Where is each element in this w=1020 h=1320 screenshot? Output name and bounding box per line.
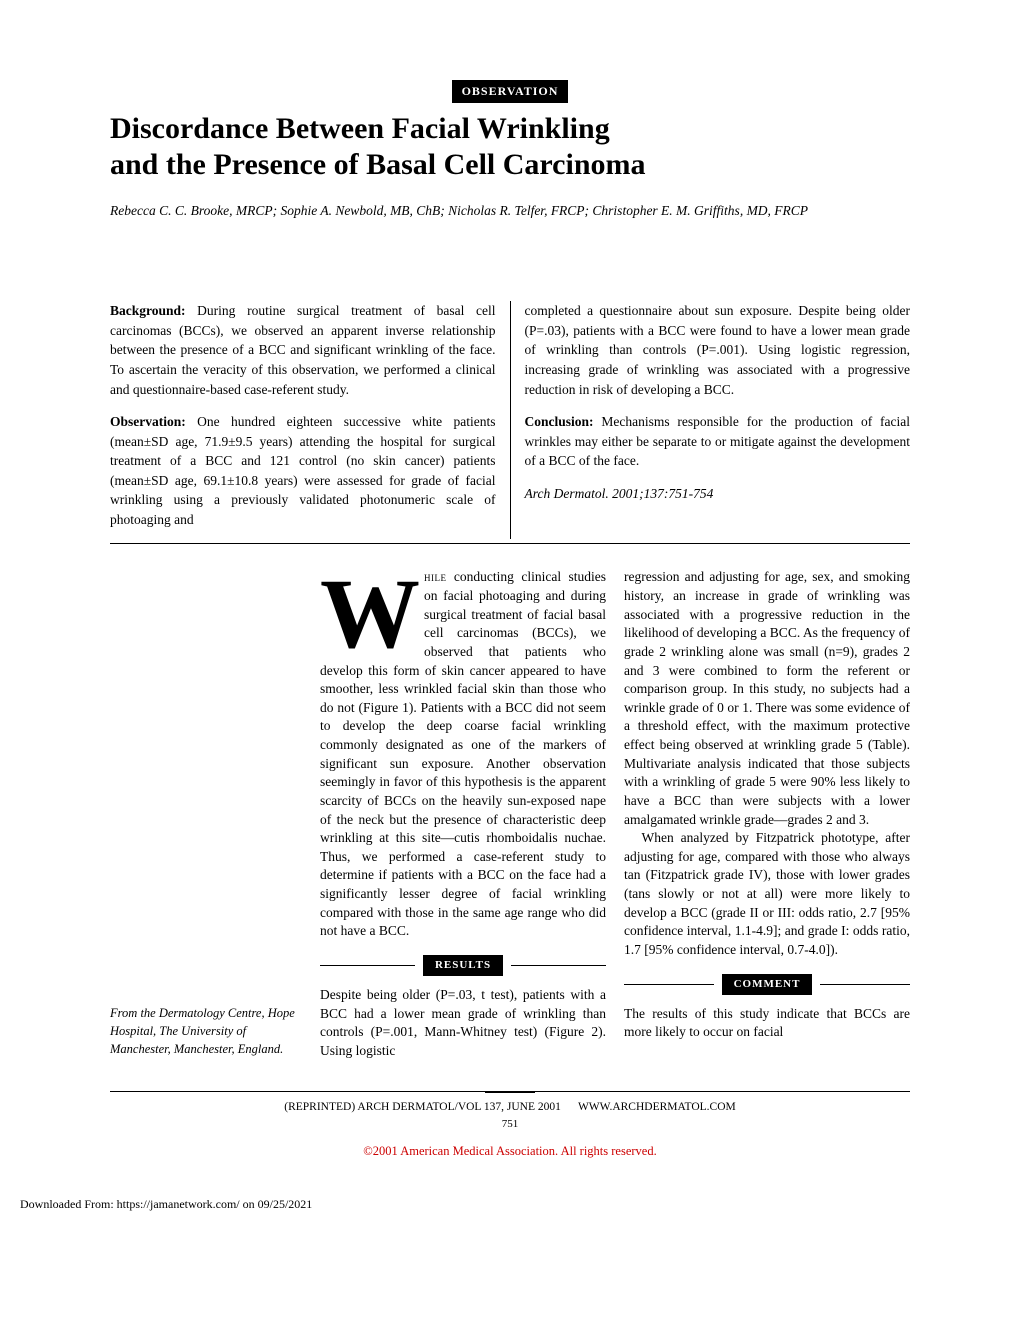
- author-list: Rebecca C. C. Brooke, MRCP; Sophie A. Ne…: [110, 201, 910, 221]
- title-line-2: and the Presence of Basal Cell Carcinoma: [110, 148, 646, 181]
- rule-left-2: [624, 984, 714, 985]
- rule-left: [320, 965, 415, 966]
- title-line-1: Discordance Between Facial Wrinkling: [110, 112, 610, 145]
- rule-right: [511, 965, 606, 966]
- observation-text: One hundred eighteen successive white pa…: [110, 414, 496, 527]
- footer-page-number: 751: [110, 1116, 910, 1133]
- results-label: RESULTS: [423, 955, 503, 976]
- article-title: Discordance Between Facial Wrinkling and…: [110, 111, 910, 183]
- page-footer: (REPRINTED) ARCH DERMATOL/VOL 137, JUNE …: [110, 1091, 910, 1162]
- download-note: Downloaded From: https://jamanetwork.com…: [0, 1191, 1020, 1212]
- sidebar-col: From the Dermatology Centre, Hope Hospit…: [110, 568, 302, 1060]
- rule-right-2: [820, 984, 910, 985]
- background-label: Background:: [110, 303, 186, 318]
- body-col-2: regression and adjusting for age, sex, a…: [624, 568, 910, 1060]
- comment-label: COMMENT: [722, 974, 813, 995]
- footer-url: WWW.ARCHDERMATOL.COM: [578, 1101, 736, 1113]
- intro-opening: hile: [424, 569, 447, 584]
- footer-line-1: (REPRINTED) ARCH DERMATOL/VOL 137, JUNE …: [110, 1099, 910, 1116]
- abstract-right-continuation: completed a questionnaire about sun expo…: [525, 301, 911, 399]
- abstract-conclusion: Conclusion: Mechanisms responsible for t…: [525, 412, 911, 471]
- abstract-background: Background: During routine surgical trea…: [110, 301, 496, 399]
- author-affiliation: From the Dermatology Centre, Hope Hospit…: [110, 1004, 302, 1060]
- section-label: OBSERVATION: [452, 80, 569, 103]
- footer-rule: [485, 1091, 535, 1093]
- results-heading: RESULTS: [320, 955, 606, 976]
- section-label-wrap: OBSERVATION: [110, 80, 910, 103]
- footer-reprint: (REPRINTED) ARCH DERMATOL/VOL 137, JUNE …: [284, 1101, 561, 1113]
- results-para-1b: regression and adjusting for age, sex, a…: [624, 568, 910, 829]
- body-columns: From the Dermatology Centre, Hope Hospit…: [110, 568, 910, 1060]
- abstract-block: Background: During routine surgical trea…: [110, 301, 910, 544]
- conclusion-label: Conclusion:: [525, 414, 594, 429]
- body-col-1: W hile conducting clinical studies on fa…: [320, 568, 606, 1060]
- page: OBSERVATION Discordance Between Facial W…: [0, 0, 1020, 1191]
- dropcap-letter: W: [320, 568, 424, 651]
- abstract-left-col: Background: During routine surgical trea…: [110, 301, 511, 539]
- observation-label: Observation:: [110, 414, 186, 429]
- abstract-right-col: completed a questionnaire about sun expo…: [511, 301, 911, 539]
- intro-paragraph: W hile conducting clinical studies on fa…: [320, 568, 606, 941]
- results-para-1a: Despite being older (P=.03, t test), pat…: [320, 986, 606, 1061]
- comment-heading: COMMENT: [624, 974, 910, 995]
- results-para-2: When analyzed by Fitzpatrick phototype, …: [624, 829, 910, 959]
- abstract-observation: Observation: One hundred eighteen succes…: [110, 412, 496, 529]
- comment-para: The results of this study indicate that …: [624, 1005, 910, 1042]
- footer-copyright: ©2001 American Medical Association. All …: [110, 1142, 910, 1161]
- abstract-citation: Arch Dermatol. 2001;137:751-754: [525, 484, 911, 504]
